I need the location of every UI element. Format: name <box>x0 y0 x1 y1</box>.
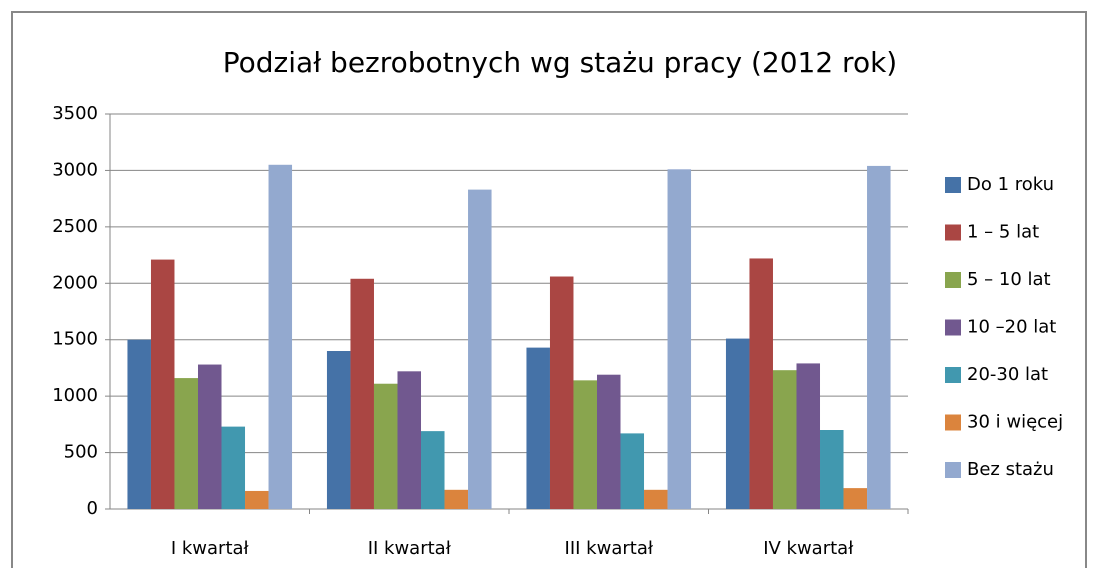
bar <box>820 430 844 509</box>
legend-swatch <box>945 414 961 431</box>
legend-label: 30 i więcej <box>967 412 1063 433</box>
bar <box>150 259 175 509</box>
y-tick-label: 2500 <box>52 216 98 237</box>
bar <box>596 374 621 509</box>
legend-swatch <box>945 319 961 336</box>
x-tick-label: IV kwartał <box>763 538 854 559</box>
bar <box>245 490 269 509</box>
bar <box>667 169 692 510</box>
legend-swatch <box>945 224 961 241</box>
bar <box>772 370 797 509</box>
x-tick-label: II kwartał <box>368 538 452 559</box>
bar <box>350 278 374 509</box>
bar <box>468 189 492 509</box>
bar <box>221 426 246 509</box>
bar <box>725 338 750 509</box>
bar <box>796 363 821 509</box>
bar <box>127 339 151 509</box>
bar <box>843 488 868 509</box>
bar <box>174 378 198 509</box>
bar <box>397 371 422 509</box>
chart-title: Podział bezrobotnych wg stażu pracy (201… <box>223 46 897 79</box>
bar <box>526 347 550 509</box>
bar <box>620 433 645 509</box>
bar <box>421 431 445 509</box>
y-tick-label: 500 <box>64 442 98 463</box>
bar <box>573 380 597 509</box>
legend-label: 20-30 lat <box>967 364 1048 385</box>
bar <box>749 258 773 509</box>
bar <box>197 364 222 509</box>
bar <box>867 165 891 509</box>
y-tick-label: 2000 <box>52 272 98 293</box>
legend-label: Bez stażu <box>967 459 1054 480</box>
bar <box>644 489 668 509</box>
bar <box>373 383 398 509</box>
legend-swatch <box>945 177 961 193</box>
y-tick-label: 1000 <box>52 385 98 406</box>
legend-swatch <box>945 272 961 288</box>
bar <box>444 489 469 509</box>
legend-label: 1 – 5 lat <box>967 222 1039 243</box>
legend-label: Do 1 roku <box>967 174 1054 195</box>
y-tick-label: 3000 <box>52 159 98 180</box>
legend-label: 5 – 10 lat <box>967 269 1051 290</box>
bar <box>326 351 351 509</box>
legend-swatch <box>945 462 961 478</box>
y-tick-label: 0 <box>87 498 98 519</box>
legend-swatch <box>945 367 961 383</box>
y-tick-label: 1500 <box>52 329 98 350</box>
x-tick-label: I kwartał <box>171 538 250 559</box>
legend-label: 10 –20 lat <box>967 317 1056 338</box>
bar <box>549 276 574 509</box>
x-tick-label: III kwartał <box>565 538 654 559</box>
y-tick-label: 3500 <box>52 103 98 124</box>
bar <box>268 164 293 510</box>
